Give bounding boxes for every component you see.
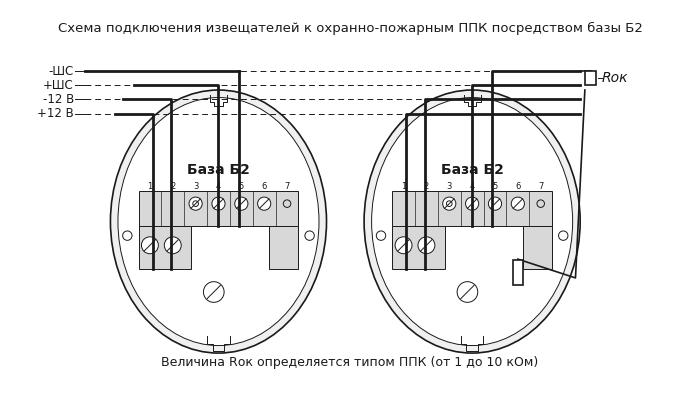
Circle shape (457, 282, 478, 302)
Text: 6: 6 (515, 182, 521, 191)
Text: 4: 4 (470, 182, 475, 191)
Circle shape (442, 197, 456, 210)
Ellipse shape (364, 90, 580, 353)
Ellipse shape (111, 90, 326, 353)
Text: 7: 7 (538, 182, 543, 191)
Bar (269, 226, 298, 269)
Text: Схема подключения извещателей к охранно-пожарным ППК посредством базы Б2: Схема подключения извещателей к охранно-… (57, 21, 643, 35)
Circle shape (164, 237, 181, 254)
Ellipse shape (118, 98, 319, 345)
Text: 6: 6 (262, 182, 267, 191)
Text: 1: 1 (401, 182, 406, 191)
Text: База Б2: База Б2 (187, 163, 250, 177)
Text: 2: 2 (170, 182, 176, 191)
Circle shape (418, 237, 435, 254)
Text: 5: 5 (239, 182, 244, 191)
Text: 3: 3 (193, 182, 198, 191)
Text: 3: 3 (447, 182, 452, 191)
Bar (139, 226, 191, 269)
Circle shape (234, 197, 248, 210)
Text: 4: 4 (216, 182, 221, 191)
Circle shape (511, 197, 524, 210)
Text: 7: 7 (284, 182, 290, 191)
Bar (513, 260, 522, 285)
Text: Rок: Rок (602, 71, 629, 85)
Circle shape (489, 197, 502, 210)
Circle shape (189, 197, 202, 210)
Bar (585, 71, 596, 85)
Circle shape (204, 282, 224, 302)
Circle shape (141, 237, 158, 254)
Bar (392, 226, 444, 269)
Text: Величина Rок определяется типом ППК (от 1 до 10 кОм): Величина Rок определяется типом ППК (от … (162, 356, 538, 369)
Circle shape (395, 237, 412, 254)
Bar (522, 226, 552, 269)
Text: База Б2: База Б2 (441, 163, 503, 177)
Text: +12 В: +12 В (37, 107, 74, 120)
Text: 5: 5 (492, 182, 498, 191)
Bar (139, 191, 298, 226)
Circle shape (258, 197, 271, 210)
Text: -ШС: -ШС (48, 65, 74, 78)
Circle shape (466, 197, 479, 210)
Text: 1: 1 (147, 182, 153, 191)
Text: +ШС: +ШС (43, 79, 74, 92)
Text: -12 В: -12 В (43, 93, 74, 106)
Circle shape (212, 197, 225, 210)
Bar (392, 191, 552, 226)
Text: 2: 2 (424, 182, 429, 191)
Ellipse shape (372, 98, 573, 345)
